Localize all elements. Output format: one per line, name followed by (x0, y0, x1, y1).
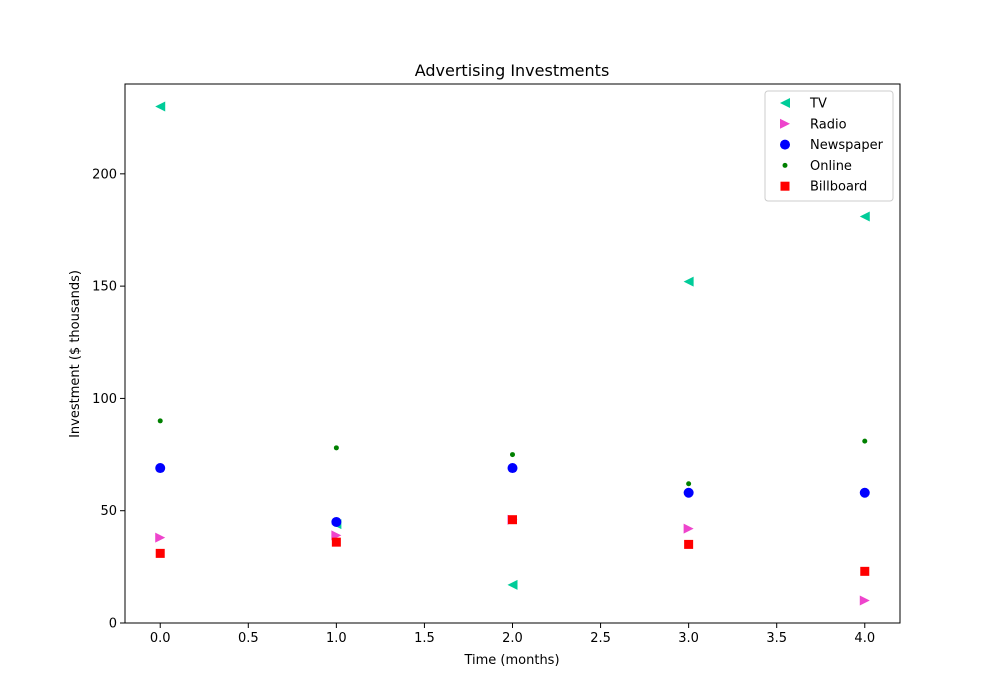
legend-box (764, 90, 894, 202)
data-point-radio (859, 595, 870, 606)
data-point-online (333, 445, 339, 451)
x-tick-label: 2.0 (502, 631, 523, 646)
legend-item-tv: TV (780, 97, 827, 112)
y-tick-label: 50 (100, 504, 117, 519)
data-point-online (862, 438, 868, 444)
data-point-newspaper (859, 487, 870, 498)
series-newspaper (155, 463, 870, 527)
data-point-billboard (508, 515, 517, 525)
y-tick-label: 100 (92, 392, 117, 407)
data-point-tv (859, 211, 870, 222)
data-point-tv (507, 579, 518, 590)
x-tick-label: 2.5 (590, 631, 611, 646)
legend-label: Online (810, 159, 852, 174)
legend: TV Radio Newspaper Online Billboard (764, 90, 894, 202)
x-axis: 0.0 0.5 1.0 1.5 2.0 2.5 3.0 3.5 4.0 (150, 623, 875, 646)
y-tick-label: 0 (109, 617, 117, 632)
data-point-newspaper (507, 463, 518, 474)
x-tick-label: 4.0 (854, 631, 875, 646)
series-online (157, 418, 868, 487)
legend-label: Billboard (810, 180, 867, 195)
y-tick-label: 150 (92, 280, 117, 295)
legend-item-billboard: Billboard (780, 180, 867, 195)
x-tick-label: 0.5 (238, 631, 259, 646)
data-point-billboard (155, 548, 165, 558)
data-point-radio (155, 532, 166, 543)
x-tick-label: 0.0 (150, 631, 171, 646)
x-tick-label: 3.5 (766, 631, 787, 646)
data-point-billboard (331, 537, 341, 547)
data-point-newspaper (331, 516, 342, 527)
legend-label: TV (809, 97, 827, 112)
y-tick-label: 200 (92, 167, 117, 182)
y-axis-label: Investment ($ thousands) (68, 270, 83, 438)
x-tick-label: 3.0 (678, 631, 699, 646)
legend-marker-radio (780, 118, 790, 129)
data-point-billboard (860, 566, 870, 576)
data-point-online (686, 481, 692, 487)
data-point-billboard (684, 539, 694, 549)
legend-marker-billboard (780, 181, 790, 191)
series-radio (155, 514, 870, 606)
y-axis: 0 50 100 150 200 (92, 167, 125, 632)
x-axis-label: Time (months) (463, 653, 559, 668)
legend-label: Radio (810, 117, 847, 132)
series-billboard (155, 515, 870, 576)
chart-title: Advertising Investments (415, 61, 610, 80)
x-tick-label: 1.5 (414, 631, 435, 646)
legend-item-radio: Radio (780, 117, 847, 132)
legend-marker-tv (780, 98, 790, 108)
data-point-radio (683, 523, 694, 534)
legend-label: Newspaper (810, 138, 884, 153)
data-point-online (510, 452, 515, 458)
legend-marker-newspaper (780, 139, 790, 150)
data-point-tv (683, 276, 694, 287)
legend-item-newspaper: Newspaper (780, 138, 884, 153)
data-point-tv (155, 101, 166, 112)
x-tick-label: 1.0 (326, 631, 347, 646)
data-point-online (157, 418, 163, 424)
data-point-newspaper (155, 463, 166, 474)
legend-item-online: Online (782, 159, 852, 174)
legend-marker-online (782, 162, 788, 168)
data-point-newspaper (683, 487, 694, 498)
